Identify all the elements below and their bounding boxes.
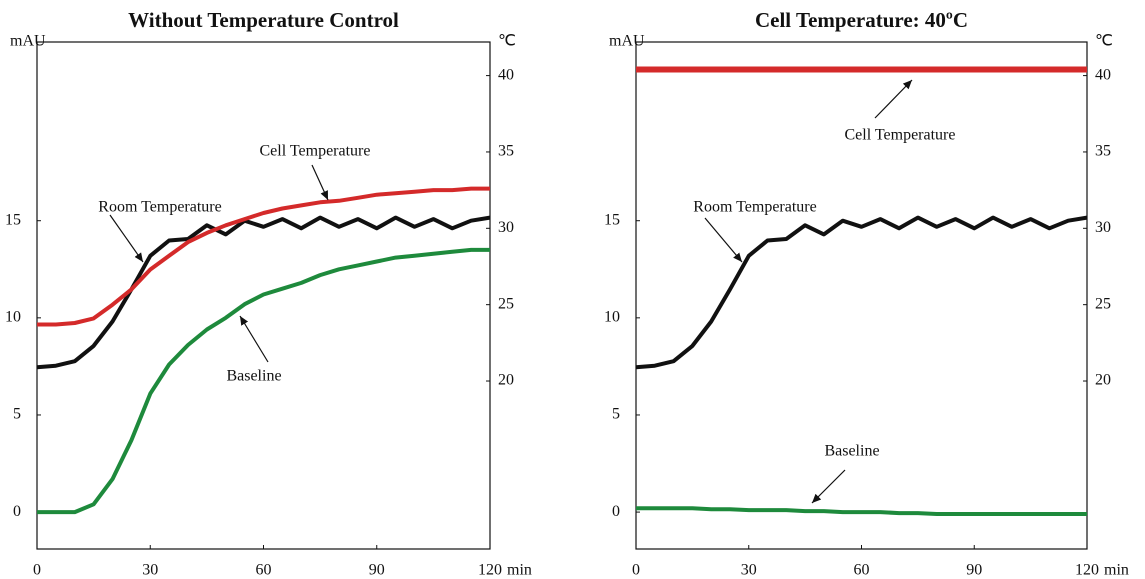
annotation-arrow: [874, 79, 913, 119]
y-tick-label: 5: [612, 406, 620, 423]
series-annotation: Room Temperature: [693, 199, 816, 216]
y2-tick-label: 35: [1095, 143, 1111, 160]
series-annotation: Cell Temperature: [845, 127, 956, 144]
annotation-arrow: [704, 217, 743, 263]
x-tick-label: 120: [478, 562, 502, 579]
x-tick-label: 120: [1075, 562, 1099, 579]
y-tick-label: 15: [604, 211, 620, 228]
y-tick-label: 5: [13, 406, 21, 423]
x-axis-label: min: [1104, 562, 1129, 579]
y2-tick-label: 30: [1095, 219, 1111, 236]
plot-frame: [635, 41, 1088, 550]
x-tick-label: 0: [632, 562, 640, 579]
y2-axis-label: ℃: [1095, 33, 1113, 50]
y-axis-label: mAU: [10, 33, 46, 50]
series-annotation: Baseline: [824, 443, 879, 460]
annotation-arrow: [239, 315, 269, 363]
x-tick-label: 0: [33, 562, 41, 579]
x-tick-label: 90: [369, 562, 385, 579]
y2-tick-label: 40: [1095, 66, 1111, 83]
y2-tick-label: 40: [498, 66, 514, 83]
y-tick-label: 10: [5, 309, 21, 326]
chart-title: Cell Temperature: 40ºC: [755, 8, 968, 32]
series-line: [37, 186, 490, 327]
y-axis-label: mAU: [609, 33, 645, 50]
panel: Cell Temperature: 40ºC mAU ℃ min 0 5 10 15 20 25 3…: [604, 8, 1129, 579]
y2-tick-label: 35: [498, 143, 514, 160]
y-tick-label: 15: [5, 211, 21, 228]
series-line: [36, 215, 491, 370]
y2-tick-label: 20: [498, 372, 514, 389]
series-line: [37, 247, 490, 515]
series-line: [635, 215, 1088, 370]
x-tick-label: 60: [256, 562, 272, 579]
x-tick-label: 30: [142, 562, 158, 579]
x-tick-label: 60: [854, 562, 870, 579]
y2-tick-label: 20: [1095, 372, 1111, 389]
y2-tick-label: 25: [1095, 295, 1111, 312]
chart-title: Without Temperature Control: [128, 8, 399, 32]
y-tick-label: 0: [612, 503, 620, 520]
y-tick-label: 0: [13, 503, 21, 520]
y2-tick-label: 30: [498, 219, 514, 236]
annotation-arrow: [109, 214, 144, 263]
series-annotation: Cell Temperature: [260, 143, 371, 160]
series-annotation: Baseline: [226, 368, 281, 385]
series-line: [636, 506, 1087, 516]
x-tick-label: 30: [741, 562, 757, 579]
series-annotation: Room Temperature: [98, 199, 221, 216]
annotation-arrow: [311, 164, 329, 201]
y2-axis-label: ℃: [498, 33, 516, 50]
annotation-arrow: [811, 469, 846, 504]
y2-tick-label: 25: [498, 295, 514, 312]
panel: Without Temperature Control mAU ℃ min 0 5 10 15…: [5, 8, 532, 579]
y-tick-label: 10: [604, 309, 620, 326]
x-tick-label: 90: [966, 562, 982, 579]
x-axis-label: min: [507, 562, 532, 579]
